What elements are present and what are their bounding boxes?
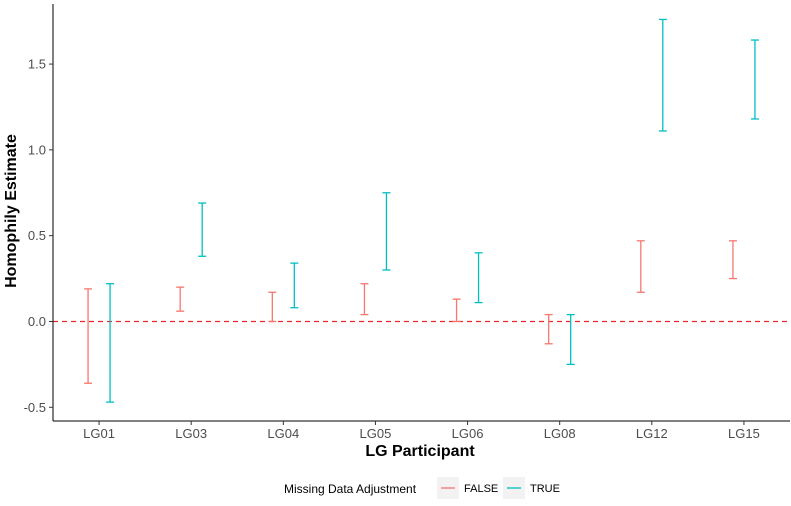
y-axis: -0.5 0.0 0.5 1.0 1.5: [24, 4, 54, 421]
x-tick-label: LG05: [360, 426, 392, 441]
errorbar-false-lg06: [452, 298, 461, 323]
y-tick-label: 0.5: [28, 228, 46, 243]
errorbar-true-lg12: [658, 18, 667, 132]
errorbar-false-lg12: [636, 240, 645, 293]
errorbar-false-lg08: [544, 313, 553, 345]
x-tick-label: LG15: [728, 426, 760, 441]
x-axis: LG01 LG03 LG04 LG05 LG06 LG08 LG12 LG15: [53, 420, 790, 441]
errorbar-true-lg05: [382, 192, 391, 271]
errorbar-false-lg04: [268, 291, 277, 323]
errorbar-true-lg08: [566, 313, 575, 366]
legend-item-false: FALSE: [437, 477, 498, 499]
y-axis-title: Homophily Estimate: [3, 134, 20, 288]
x-tick-label: LG03: [175, 426, 207, 441]
legend-title: Missing Data Adjustment: [284, 482, 417, 496]
x-tick-label: LG12: [636, 426, 668, 441]
x-tick-label: LG04: [267, 426, 299, 441]
legend-label: FALSE: [464, 483, 498, 495]
errorbar-true-lg06: [474, 252, 483, 304]
errorbar-false-lg01: [84, 288, 93, 384]
errorbar-true-lg01: [106, 283, 115, 403]
y-tick-label: 0.0: [28, 314, 46, 329]
x-tick-label: LG06: [452, 426, 484, 441]
errorbar-false-lg15: [728, 240, 737, 280]
y-tick-label: -0.5: [24, 400, 46, 415]
x-axis-title: LG Participant: [365, 443, 475, 460]
legend-item-true: TRUE: [503, 477, 560, 499]
legend: Missing Data Adjustment FALSE TRUE: [284, 477, 560, 499]
errorbar-true-lg03: [198, 202, 207, 257]
x-tick-label: LG08: [544, 426, 576, 441]
errorbar-false-lg05: [360, 283, 369, 316]
y-tick-label: 1.0: [28, 142, 46, 157]
errorbar-true-lg15: [750, 39, 759, 120]
errorbar-false-lg03: [176, 286, 185, 312]
plot-area: [53, 18, 790, 403]
y-tick-label: 1.5: [28, 57, 46, 72]
x-tick-label: LG01: [83, 426, 115, 441]
legend-label: TRUE: [530, 483, 560, 495]
errorbar-true-lg04: [290, 262, 299, 309]
legend-entries: FALSE TRUE: [437, 477, 560, 499]
